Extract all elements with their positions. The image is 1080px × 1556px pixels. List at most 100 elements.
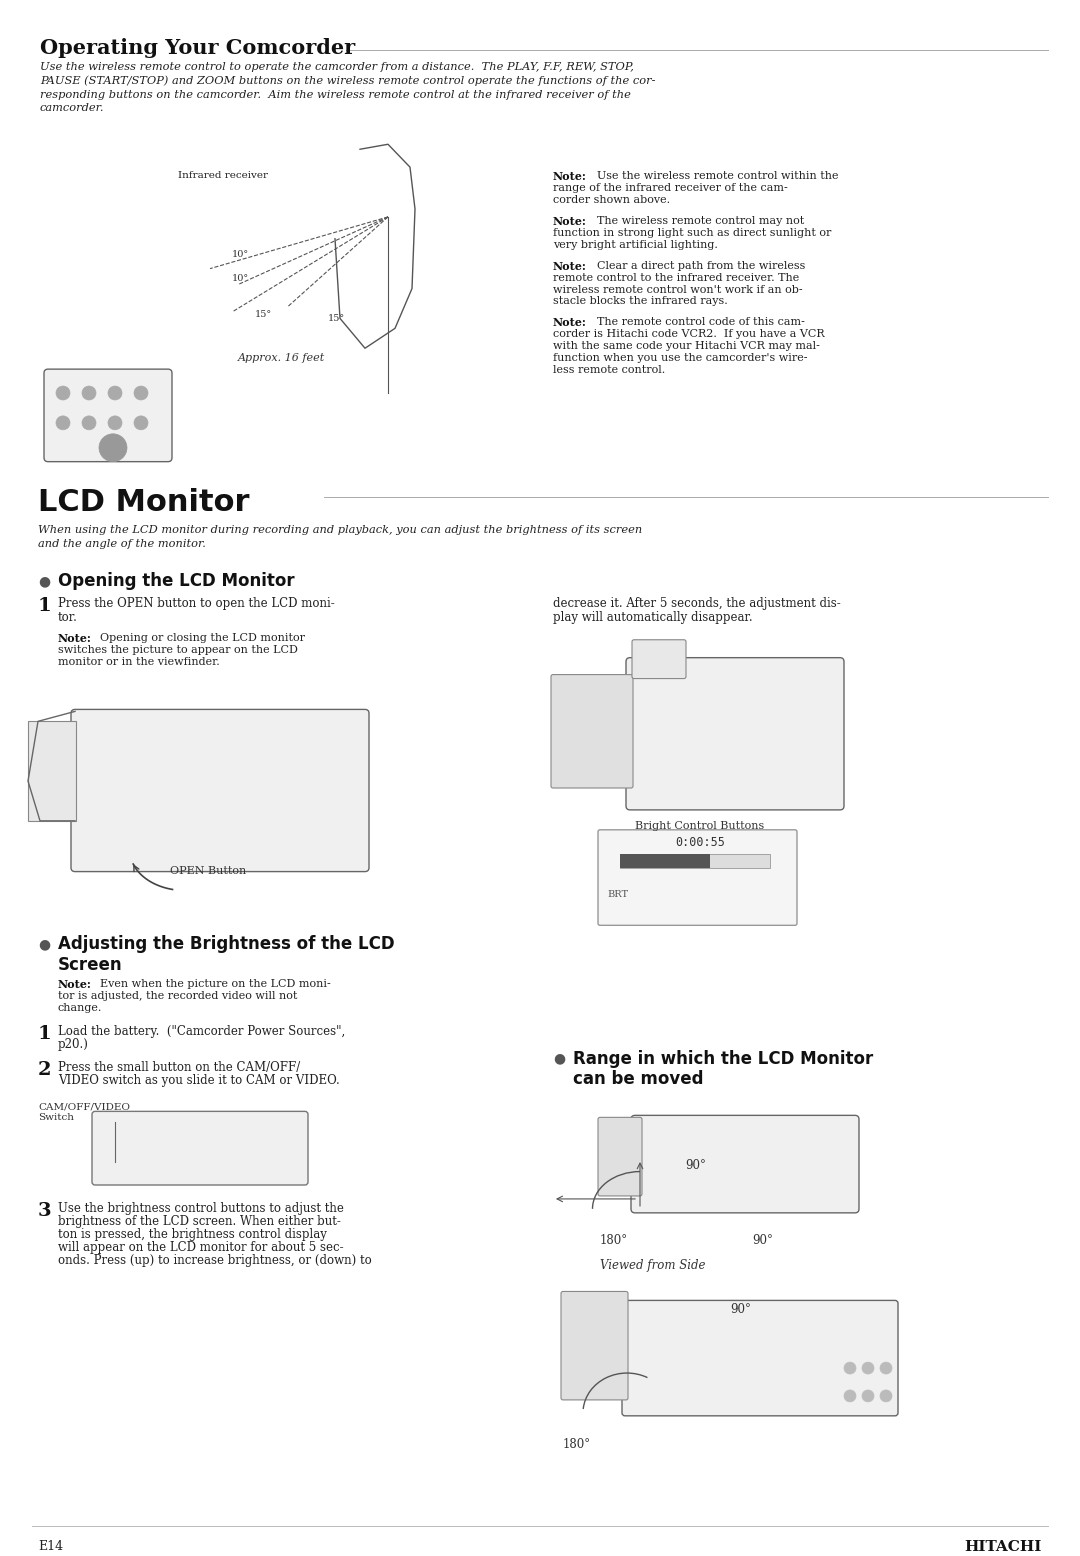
Text: 15°: 15°: [255, 310, 271, 319]
FancyBboxPatch shape: [561, 1291, 627, 1400]
Text: Adjusting the Brightness of the LCD
Screen: Adjusting the Brightness of the LCD Scre…: [58, 935, 394, 974]
Text: decrease it. After 5 seconds, the adjustment dis-: decrease it. After 5 seconds, the adjust…: [553, 598, 840, 610]
Text: 180°: 180°: [563, 1438, 591, 1450]
Text: ●: ●: [38, 937, 50, 951]
Text: Use the brightness control buttons to adjust the: Use the brightness control buttons to ad…: [58, 1201, 343, 1215]
Text: Opening or closing the LCD monitor: Opening or closing the LCD monitor: [93, 633, 305, 643]
Text: switches the picture to appear on the LCD: switches the picture to appear on the LC…: [58, 644, 298, 655]
Circle shape: [99, 434, 127, 462]
Bar: [620, 854, 770, 868]
Text: LCD Monitor: LCD Monitor: [38, 487, 249, 517]
Text: responding buttons on the camcorder.  Aim the wireless remote control at the inf: responding buttons on the camcorder. Aim…: [40, 90, 631, 100]
Text: onds. Press (up) to increase brightness, or (down) to: onds. Press (up) to increase brightness,…: [58, 1254, 372, 1267]
Text: Use the wireless remote control to operate the camcorder from a distance.  The P: Use the wireless remote control to opera…: [40, 62, 634, 72]
Text: Viewed from Side: Viewed from Side: [600, 1259, 705, 1271]
Text: E14: E14: [38, 1540, 63, 1553]
Text: change.: change.: [58, 1004, 103, 1013]
Circle shape: [82, 386, 96, 400]
Text: wireless remote control won't work if an ob-: wireless remote control won't work if an…: [553, 285, 802, 294]
Text: function in strong light such as direct sunlight or: function in strong light such as direct …: [553, 227, 832, 238]
Text: Press the OPEN button to open the LCD moni-: Press the OPEN button to open the LCD mo…: [58, 598, 335, 610]
Text: HITACHI: HITACHI: [964, 1540, 1042, 1554]
Text: 10°: 10°: [231, 274, 248, 283]
Text: 90°: 90°: [685, 1159, 706, 1172]
Text: 15°: 15°: [327, 314, 345, 324]
Text: Note:: Note:: [553, 216, 586, 227]
Text: Bright Control Buttons: Bright Control Buttons: [635, 822, 765, 831]
Text: Clear a direct path from the wireless: Clear a direct path from the wireless: [590, 261, 806, 271]
Text: Note:: Note:: [58, 979, 92, 990]
Text: will appear on the LCD monitor for about 5 sec-: will appear on the LCD monitor for about…: [58, 1240, 343, 1254]
Text: CAM/OFF/VIDEO
Switch: CAM/OFF/VIDEO Switch: [38, 1102, 130, 1122]
Text: less remote control.: less remote control.: [553, 366, 665, 375]
FancyBboxPatch shape: [598, 1117, 642, 1197]
Circle shape: [56, 386, 70, 400]
Text: function when you use the camcorder's wire-: function when you use the camcorder's wi…: [553, 353, 808, 363]
FancyBboxPatch shape: [44, 369, 172, 462]
Text: ●: ●: [553, 1052, 565, 1066]
Circle shape: [108, 415, 122, 429]
Text: camcorder.: camcorder.: [40, 104, 105, 114]
Text: VIDEO switch as you slide it to CAM or VIDEO.: VIDEO switch as you slide it to CAM or V…: [58, 1074, 340, 1086]
Text: BRT: BRT: [607, 890, 629, 899]
Text: ●: ●: [38, 574, 50, 588]
Text: 1: 1: [38, 1025, 52, 1043]
Circle shape: [82, 415, 96, 429]
Text: Even when the picture on the LCD moni-: Even when the picture on the LCD moni-: [93, 979, 330, 990]
Text: The remote control code of this cam-: The remote control code of this cam-: [590, 317, 805, 327]
Text: Note:: Note:: [553, 171, 586, 182]
Text: tor is adjusted, the recorded video will not: tor is adjusted, the recorded video will…: [58, 991, 297, 1001]
Text: 90°: 90°: [730, 1304, 751, 1316]
Bar: [28, 722, 76, 822]
Text: 180°: 180°: [600, 1234, 629, 1246]
Text: tor.: tor.: [58, 612, 78, 624]
Circle shape: [880, 1390, 892, 1402]
FancyBboxPatch shape: [551, 675, 633, 787]
FancyBboxPatch shape: [631, 1116, 859, 1212]
Text: Note:: Note:: [58, 633, 92, 644]
Circle shape: [56, 415, 70, 429]
Text: 1: 1: [38, 598, 52, 615]
Text: and the angle of the monitor.: and the angle of the monitor.: [38, 540, 206, 549]
Text: 90°: 90°: [752, 1234, 773, 1246]
Circle shape: [843, 1390, 856, 1402]
FancyBboxPatch shape: [71, 710, 369, 871]
Text: When using the LCD monitor during recording and playback, you can adjust the bri: When using the LCD monitor during record…: [38, 526, 643, 535]
Text: 10°: 10°: [231, 251, 248, 260]
Text: 0:00:55: 0:00:55: [675, 836, 725, 848]
Circle shape: [880, 1362, 892, 1374]
Text: 3: 3: [38, 1201, 52, 1220]
FancyBboxPatch shape: [632, 640, 686, 678]
FancyBboxPatch shape: [622, 1301, 897, 1416]
Text: brightness of the LCD screen. When either but-: brightness of the LCD screen. When eithe…: [58, 1215, 341, 1228]
Circle shape: [108, 386, 122, 400]
Text: Range in which the LCD Monitor
can be moved: Range in which the LCD Monitor can be mo…: [573, 1050, 874, 1089]
Text: remote control to the infrared receiver. The: remote control to the infrared receiver.…: [553, 272, 799, 283]
Text: Note:: Note:: [553, 317, 586, 328]
Text: Note:: Note:: [553, 261, 586, 272]
Text: p20.): p20.): [58, 1038, 89, 1050]
Text: Approx. 16 feet: Approx. 16 feet: [238, 353, 325, 363]
Circle shape: [134, 386, 148, 400]
Text: The wireless remote control may not: The wireless remote control may not: [590, 216, 805, 226]
Bar: [620, 854, 710, 868]
Text: Press the small button on the CAM/OFF/: Press the small button on the CAM/OFF/: [58, 1061, 300, 1074]
Text: stacle blocks the infrared rays.: stacle blocks the infrared rays.: [553, 297, 728, 307]
Circle shape: [134, 415, 148, 429]
Circle shape: [862, 1390, 874, 1402]
Text: monitor or in the viewfinder.: monitor or in the viewfinder.: [58, 657, 219, 666]
Text: Opening the LCD Monitor: Opening the LCD Monitor: [58, 573, 295, 590]
Circle shape: [843, 1362, 856, 1374]
Text: 2: 2: [38, 1061, 52, 1078]
FancyBboxPatch shape: [626, 658, 843, 811]
Text: ton is pressed, the brightness control display: ton is pressed, the brightness control d…: [58, 1228, 327, 1240]
Text: PAUSE (START/STOP) and ZOOM buttons on the wireless remote control operate the f: PAUSE (START/STOP) and ZOOM buttons on t…: [40, 76, 656, 86]
Text: corder shown above.: corder shown above.: [553, 194, 670, 205]
Text: Use the wireless remote control within the: Use the wireless remote control within t…: [590, 171, 838, 180]
FancyBboxPatch shape: [92, 1111, 308, 1186]
Text: play will automatically disappear.: play will automatically disappear.: [553, 612, 753, 624]
Text: Load the battery.  ("Camcorder Power Sources",: Load the battery. ("Camcorder Power Sour…: [58, 1025, 346, 1038]
Text: with the same code your Hitachi VCR may mal-: with the same code your Hitachi VCR may …: [553, 341, 820, 352]
Text: Operating Your Comcorder: Operating Your Comcorder: [40, 37, 355, 58]
Circle shape: [862, 1362, 874, 1374]
